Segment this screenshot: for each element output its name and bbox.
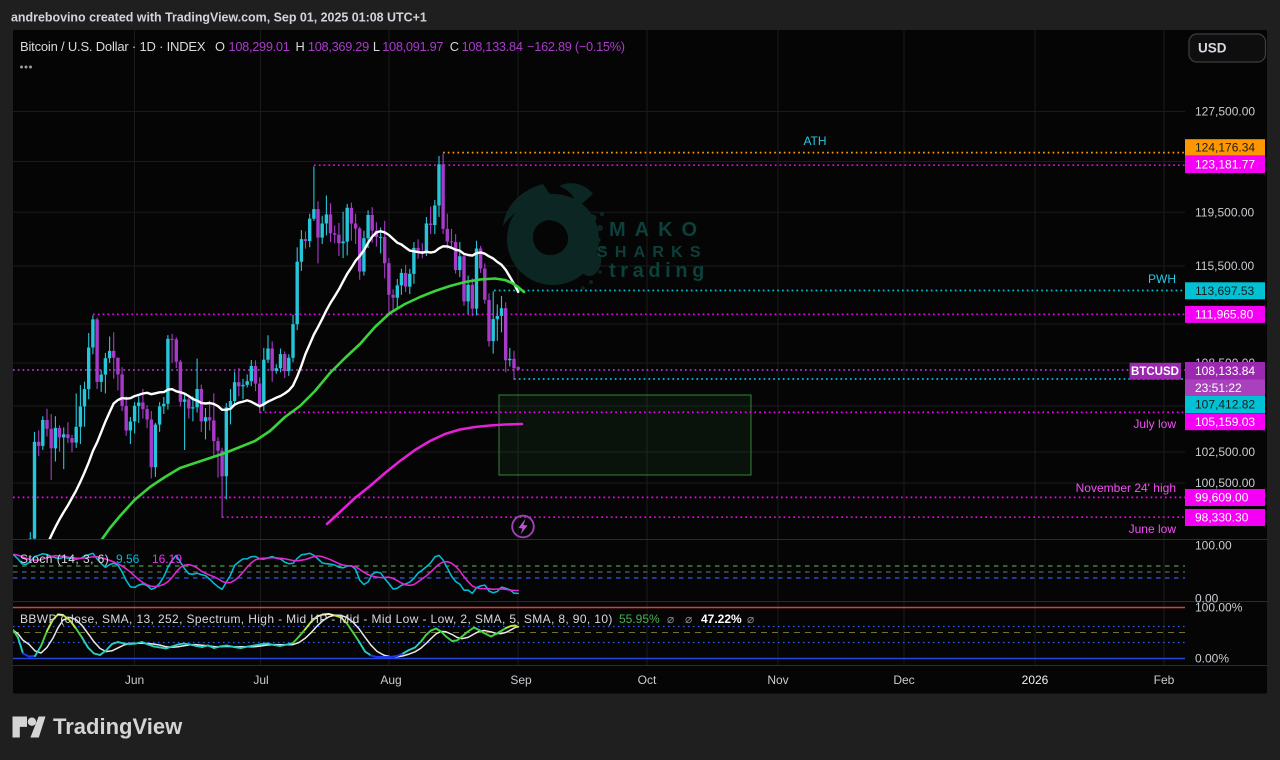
svg-text:55.95%⌀⌀47.22%⌀: 55.95% ⌀ ⌀ 47.22% ⌀ <box>619 612 754 626</box>
svg-text:107,412.82: 107,412.82 <box>1195 398 1255 412</box>
svg-text:andrebovino created with Tradi: andrebovino created with TradingView.com… <box>11 11 427 25</box>
svg-text:100.00%: 100.00% <box>1195 601 1243 615</box>
svg-text:127,500.00: 127,500.00 <box>1195 105 1255 119</box>
svg-text:99,609.00: 99,609.00 <box>1195 491 1249 505</box>
svg-text:111,965.80: 111,965.80 <box>1195 308 1254 322</box>
svg-text:USD: USD <box>1198 41 1227 56</box>
svg-text:102,500.00: 102,500.00 <box>1195 445 1255 459</box>
svg-text:BBWP (close, SMA, 13, 252, Spe: BBWP (close, SMA, 13, 252, Spectrum, Hig… <box>20 612 613 626</box>
svg-text:SHARKS: SHARKS <box>597 244 708 261</box>
svg-text:100,500.00: 100,500.00 <box>1195 476 1255 490</box>
svg-text:July low: July low <box>1133 417 1176 431</box>
svg-text:trading: trading <box>609 260 709 282</box>
svg-text:105,159.03: 105,159.03 <box>1195 415 1255 429</box>
svg-text:Nov: Nov <box>767 673 788 687</box>
svg-text:June low: June low <box>1129 522 1177 536</box>
svg-text:0.00: 0.00 <box>1195 592 1219 606</box>
svg-text:108,133.84: 108,133.84 <box>1195 364 1255 378</box>
svg-text:119,500.00: 119,500.00 <box>1195 206 1254 220</box>
svg-text:PWH: PWH <box>1148 272 1176 286</box>
svg-text:Jul: Jul <box>253 673 268 687</box>
svg-text:123,181.77: 123,181.77 <box>1195 158 1255 172</box>
svg-text:Oct: Oct <box>638 673 657 687</box>
svg-text:23:51:22: 23:51:22 <box>1195 381 1242 395</box>
svg-text:Jun: Jun <box>125 673 144 687</box>
svg-text:Bitcoin / U.S. Dollar · 1D · I: Bitcoin / U.S. Dollar · 1D · INDEX <box>20 39 206 54</box>
svg-text:Stoch (14, 3, 6): Stoch (14, 3, 6) <box>20 552 109 566</box>
svg-text:Aug: Aug <box>380 673 401 687</box>
svg-text:BTCUSD: BTCUSD <box>1131 366 1179 378</box>
svg-text:113,697.53: 113,697.53 <box>1195 284 1254 298</box>
svg-text:November 24' high: November 24' high <box>1076 481 1176 495</box>
svg-text:TradingView: TradingView <box>53 714 183 739</box>
svg-text:98,330.30: 98,330.30 <box>1195 511 1249 525</box>
svg-text:Dec: Dec <box>893 673 914 687</box>
svg-text:2026: 2026 <box>1022 673 1049 687</box>
svg-text:0.00%: 0.00% <box>1195 652 1229 666</box>
svg-text:Feb: Feb <box>1154 673 1175 687</box>
svg-text:MAKO: MAKO <box>609 219 706 241</box>
svg-text:ATH: ATH <box>803 134 826 148</box>
svg-text:115,500.00: 115,500.00 <box>1195 259 1254 273</box>
svg-text:124,176.34: 124,176.34 <box>1195 141 1255 155</box>
svg-text:100.00: 100.00 <box>1195 539 1232 553</box>
svg-text:Sep: Sep <box>510 673 532 687</box>
